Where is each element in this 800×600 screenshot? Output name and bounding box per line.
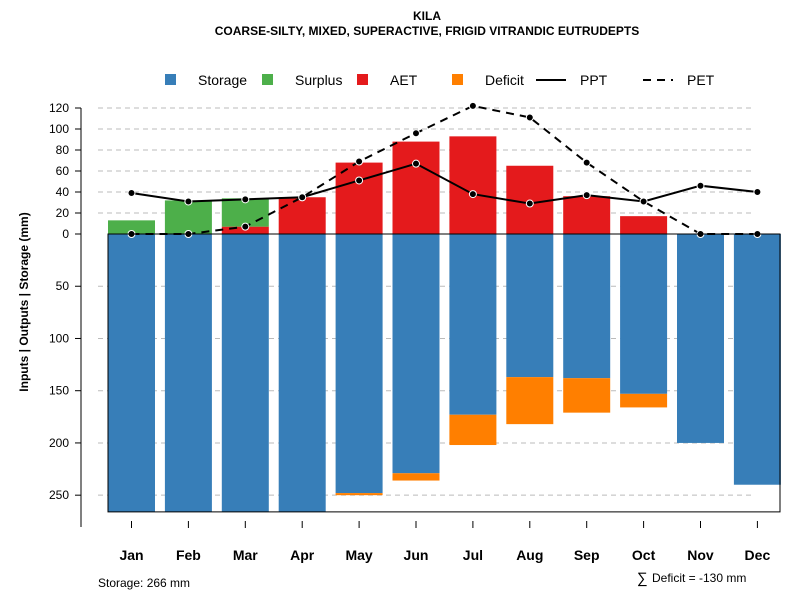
storage-bar bbox=[620, 234, 668, 394]
pet-line bbox=[131, 104, 758, 235]
deficit-footer: Deficit = -130 mm bbox=[652, 571, 746, 585]
x-tick-labels: Jan Feb Mar Apr May Jun Jul Aug Sep Oct Nov Dec bbox=[119, 521, 770, 563]
aet-bar bbox=[278, 197, 326, 234]
storage-bar bbox=[164, 234, 212, 512]
y-tick-label: 100 bbox=[49, 331, 69, 345]
aet-bar bbox=[563, 196, 611, 234]
ppt-line-point bbox=[355, 176, 364, 185]
x-tick-label: Nov bbox=[687, 547, 714, 563]
pet-line-point bbox=[525, 113, 534, 122]
y-tick-label: 100 bbox=[49, 122, 69, 136]
sum-icon: ∑ bbox=[637, 570, 648, 587]
storage-bar bbox=[108, 234, 155, 512]
legend-label-pet: PET bbox=[687, 72, 715, 88]
ppt-line-point bbox=[582, 191, 591, 200]
pet-line-point bbox=[582, 158, 591, 167]
legend-swatch-aet bbox=[357, 74, 368, 85]
chart-title: KILA bbox=[413, 9, 441, 23]
deficit-bar bbox=[335, 493, 383, 496]
ppt-line-point bbox=[412, 159, 420, 168]
x-tick-label: May bbox=[345, 547, 372, 563]
ppt-line-point bbox=[639, 197, 648, 206]
bars bbox=[108, 136, 781, 512]
storage-bar bbox=[506, 234, 554, 378]
ppt-line-point bbox=[753, 188, 762, 196]
storage-footer: Storage: 266 mm bbox=[98, 576, 190, 590]
ppt-line-point bbox=[127, 189, 136, 198]
series-lines bbox=[127, 101, 762, 238]
x-tick-label: Feb bbox=[176, 547, 201, 563]
deficit-bar bbox=[392, 473, 440, 481]
storage-bar bbox=[563, 234, 611, 379]
y-tick-label: 120 bbox=[49, 101, 69, 115]
legend-label-surplus: Surplus bbox=[295, 72, 342, 88]
pet-line-point bbox=[355, 157, 364, 166]
y-tick-label: 80 bbox=[56, 143, 70, 157]
aet-bar bbox=[620, 216, 668, 234]
y-tick-label: 20 bbox=[56, 206, 70, 220]
deficit-bar bbox=[620, 393, 668, 408]
aet-bar bbox=[335, 162, 383, 234]
y-tick-label: 50 bbox=[56, 279, 70, 293]
surplus-bar bbox=[164, 200, 212, 234]
storage-bar bbox=[221, 234, 269, 512]
deficit-bar bbox=[449, 414, 497, 446]
ppt-line-point bbox=[298, 193, 307, 202]
x-tick-label: Jun bbox=[404, 547, 429, 563]
y-tick-label: 250 bbox=[49, 488, 69, 502]
axes bbox=[80, 108, 781, 527]
storage-bar bbox=[335, 234, 383, 494]
pet-line-point bbox=[412, 129, 420, 138]
legend: Storage Surplus AET Deficit PPT PET bbox=[165, 72, 715, 88]
y-axis-label: Inputs | Outputs | Storage (mm) bbox=[17, 212, 31, 391]
x-tick-label: Jul bbox=[463, 547, 483, 563]
deficit-bar bbox=[563, 378, 611, 413]
storage-bar bbox=[392, 234, 440, 474]
surplus-bar bbox=[108, 220, 155, 234]
legend-swatch-surplus bbox=[262, 74, 273, 85]
storage-bar bbox=[449, 234, 497, 415]
storage-bar bbox=[677, 234, 724, 443]
legend-label-aet: AET bbox=[390, 72, 418, 88]
y-tick-label: 60 bbox=[56, 164, 70, 178]
x-tick-label: Oct bbox=[632, 547, 656, 563]
ppt-line-point bbox=[696, 181, 705, 190]
y-tick-label: 0 bbox=[62, 227, 69, 241]
y-tick-label: 200 bbox=[49, 436, 69, 450]
storage-bar bbox=[733, 234, 781, 485]
deficit-bar bbox=[506, 377, 554, 425]
x-tick-label: Apr bbox=[290, 547, 315, 563]
x-tick-label: Dec bbox=[745, 547, 771, 563]
x-tick-label: Mar bbox=[233, 547, 258, 563]
ppt-line-point bbox=[468, 190, 477, 199]
x-tick-label: Aug bbox=[516, 547, 543, 563]
aet-bar bbox=[392, 141, 440, 234]
ppt-line bbox=[131, 162, 758, 205]
y-tick-label: 40 bbox=[56, 185, 70, 199]
legend-label-ppt: PPT bbox=[580, 72, 608, 88]
storage-frame bbox=[107, 233, 781, 513]
pet-line-point bbox=[241, 222, 250, 231]
chart-subtitle: COARSE-SILTY, MIXED, SUPERACTIVE, FRIGID… bbox=[215, 24, 639, 38]
x-tick-label: Sep bbox=[574, 547, 600, 563]
ppt-line-point bbox=[184, 197, 193, 206]
x-tick-label: Jan bbox=[119, 547, 143, 563]
legend-label-storage: Storage bbox=[198, 72, 247, 88]
legend-swatch-deficit bbox=[452, 74, 463, 85]
legend-label-deficit: Deficit bbox=[485, 72, 524, 88]
ppt-line-point bbox=[241, 195, 250, 204]
ppt-line-point bbox=[525, 199, 534, 208]
legend-swatch-storage bbox=[165, 74, 176, 85]
pet-line-point bbox=[468, 101, 477, 110]
storage-bar bbox=[278, 234, 326, 512]
y-tick-label: 150 bbox=[49, 384, 69, 398]
